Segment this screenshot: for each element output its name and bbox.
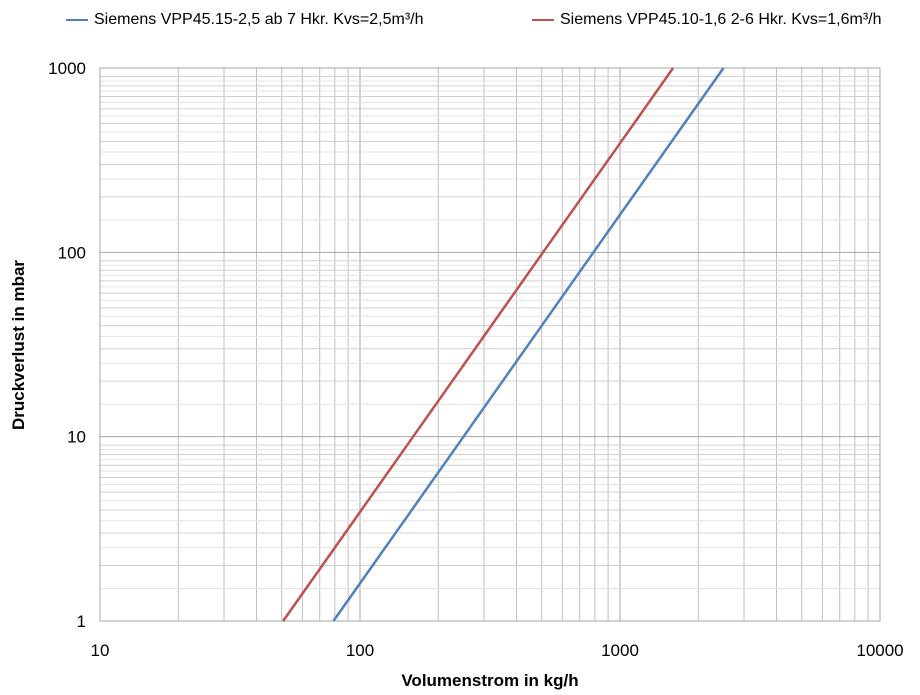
legend-swatch-blue: [66, 19, 88, 21]
legend-label-series-2: Siemens VPP45.10-1,6 2-6 Hkr. Kvs=1,6m³/…: [560, 11, 882, 28]
tick-labels: 10 100 1000 10000 1 10 100 1000: [48, 59, 903, 660]
x-tick-label: 1000: [601, 641, 639, 660]
x-tick-label: 10000: [856, 641, 903, 660]
legend-label-series-1: Siemens VPP45.15-2,5 ab 7 Hkr. Kvs=2,5m³…: [94, 11, 424, 28]
legend-item-series-1: Siemens VPP45.15-2,5 ab 7 Hkr. Kvs=2,5m³…: [66, 8, 424, 32]
y-tick-label: 10: [67, 428, 86, 447]
y-tick-label: 100: [58, 243, 86, 262]
y-tick-label: 1000: [48, 59, 86, 78]
grid: [99, 67, 880, 622]
series-line-2: [282, 67, 675, 622]
x-tick-label: 10: [91, 641, 110, 660]
y-axis-title: Druckverlust in mbar: [9, 260, 28, 430]
x-tick-label: 100: [346, 641, 374, 660]
series-group: [282, 67, 725, 622]
plot-area-border: [99, 67, 881, 622]
legend-item-series-2: Siemens VPP45.10-1,6 2-6 Hkr. Kvs=1,6m³/…: [532, 8, 881, 32]
x-axis-title: Volumenstrom in kg/h: [401, 671, 578, 690]
y-tick-label: 1: [77, 612, 86, 631]
legend-swatch-red: [532, 19, 554, 21]
series-line-1: [332, 67, 725, 622]
